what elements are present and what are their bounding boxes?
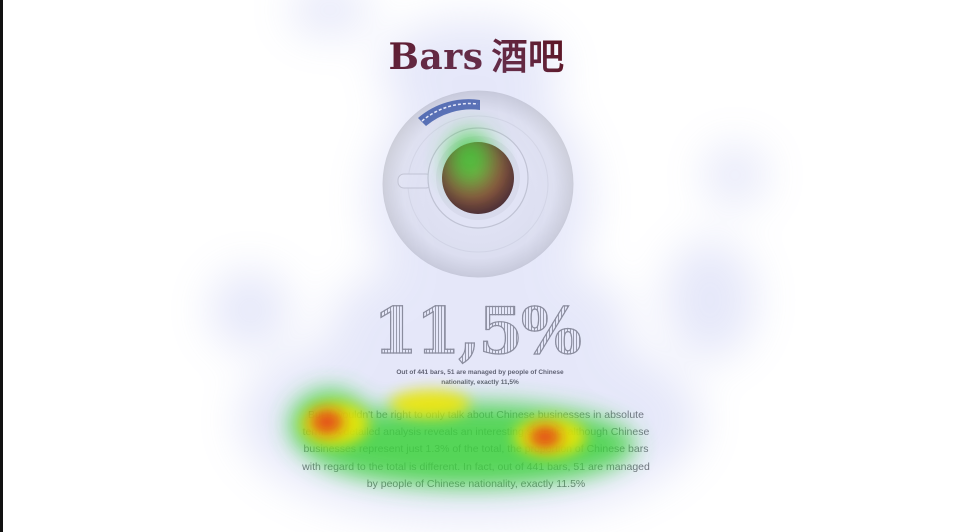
cup-handle	[397, 173, 433, 189]
stat-value: 11,5%	[0, 295, 953, 368]
title-latin: Bars	[388, 36, 484, 78]
stat-caption: Out of 441 bars, 51 are managed by peopl…	[396, 369, 564, 386]
coffee-cup-illustration	[382, 90, 574, 278]
coffee	[442, 142, 514, 214]
title-chinese: 酒吧	[491, 36, 565, 78]
body-paragraph: But it wouldn't be right to only talk ab…	[302, 409, 650, 490]
window-left-edge	[0, 0, 3, 532]
page-title: Bars 酒吧	[0, 28, 953, 80]
